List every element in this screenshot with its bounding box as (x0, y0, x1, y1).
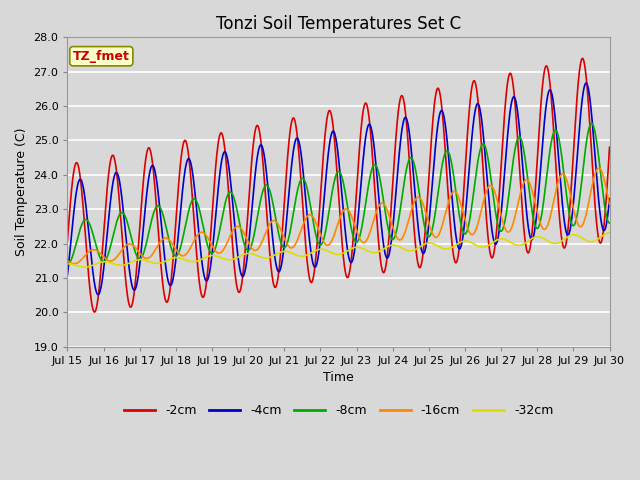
-4cm (125, 267, 133, 273)
-16cm (595, 165, 603, 171)
-8cm (295, 182, 303, 188)
-16cm (158, 238, 166, 243)
-16cm (295, 233, 303, 239)
-16cm (595, 165, 603, 171)
-32cm (605, 230, 613, 236)
-8cm (605, 220, 613, 226)
Y-axis label: Soil Temperature (C): Soil Temperature (C) (15, 128, 28, 256)
-32cm (158, 260, 166, 265)
Line: -32cm: -32cm (67, 233, 609, 267)
Title: Tonzi Soil Temperatures Set C: Tonzi Soil Temperatures Set C (216, 15, 461, 33)
-4cm (595, 203, 603, 208)
-4cm (63, 272, 71, 277)
-4cm (537, 165, 545, 170)
-4cm (158, 225, 166, 230)
Line: -16cm: -16cm (67, 168, 609, 264)
-8cm (588, 120, 595, 126)
-2cm (125, 302, 133, 308)
-4cm (605, 196, 613, 202)
Line: -2cm: -2cm (67, 59, 609, 312)
-2cm (91, 309, 99, 315)
-16cm (70, 261, 78, 266)
-2cm (158, 270, 166, 276)
Legend: -2cm, -4cm, -8cm, -16cm, -32cm: -2cm, -4cm, -8cm, -16cm, -32cm (118, 399, 558, 422)
-16cm (537, 221, 545, 227)
-2cm (63, 237, 71, 243)
-2cm (579, 56, 586, 61)
-2cm (605, 144, 613, 150)
-4cm (94, 292, 102, 298)
-2cm (271, 285, 279, 290)
-2cm (537, 105, 545, 110)
-4cm (582, 80, 590, 86)
Line: -4cm: -4cm (67, 83, 609, 295)
-32cm (295, 253, 303, 259)
-32cm (271, 252, 279, 257)
-16cm (125, 241, 133, 247)
-32cm (81, 264, 89, 270)
-32cm (125, 260, 133, 266)
-2cm (295, 152, 303, 157)
-8cm (63, 261, 71, 267)
-16cm (605, 202, 613, 207)
-8cm (595, 157, 603, 163)
-32cm (537, 234, 545, 240)
-16cm (271, 218, 279, 224)
X-axis label: Time: Time (323, 372, 354, 384)
-8cm (271, 214, 279, 219)
-32cm (63, 261, 71, 267)
-2cm (595, 238, 603, 244)
-4cm (271, 259, 279, 264)
-32cm (595, 235, 603, 241)
-8cm (536, 218, 544, 224)
-8cm (125, 227, 133, 232)
Text: TZ_fmet: TZ_fmet (73, 50, 130, 63)
Line: -8cm: -8cm (67, 123, 609, 264)
-16cm (63, 258, 71, 264)
-4cm (295, 139, 303, 145)
-8cm (157, 207, 165, 213)
